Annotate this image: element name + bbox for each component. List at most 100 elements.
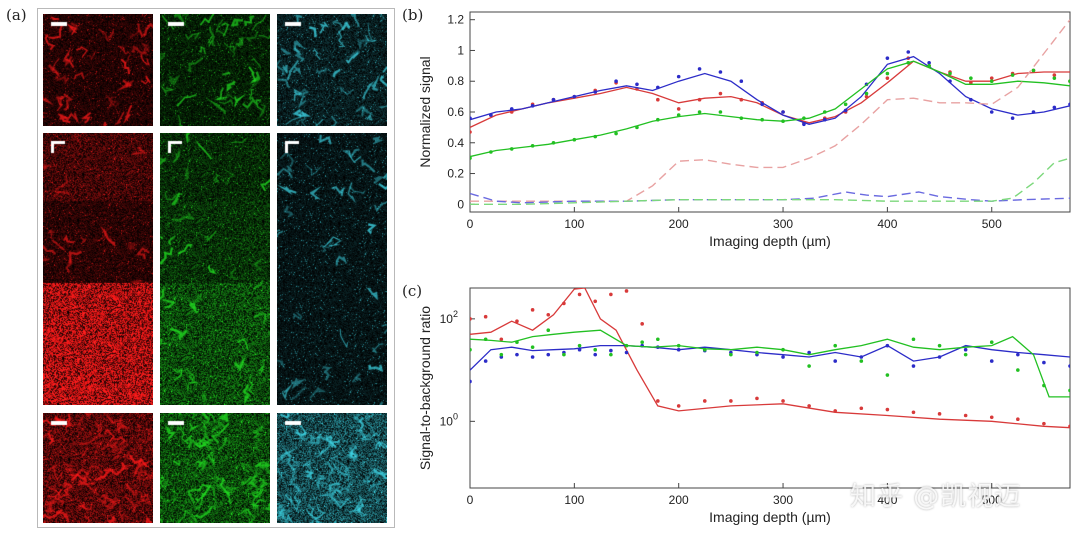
data-point — [1016, 352, 1020, 357]
image-green-depth — [160, 133, 270, 405]
x-tick-label: 0 — [467, 493, 474, 507]
data-point — [843, 102, 848, 107]
data-point — [697, 97, 702, 102]
x-axis-label: Imaging depth (µm) — [709, 509, 831, 525]
data-point — [781, 399, 785, 403]
data-point — [1031, 68, 1036, 73]
y-tick-label: 102 — [440, 309, 458, 326]
x-tick-label: 200 — [669, 217, 689, 231]
data-point — [676, 347, 681, 352]
data-point — [470, 156, 472, 160]
data-point — [515, 340, 519, 345]
data-point — [1031, 110, 1036, 114]
data-point — [859, 355, 864, 359]
data-point — [822, 117, 827, 122]
data-point — [885, 373, 890, 377]
data-point — [963, 413, 968, 418]
x-axis-label: Imaging depth (µm) — [709, 233, 831, 249]
data-point — [470, 317, 472, 321]
data-point — [911, 364, 916, 368]
data-point — [551, 97, 556, 102]
data-point — [509, 147, 514, 151]
data-point — [729, 352, 733, 357]
data-point — [676, 107, 681, 111]
data-point — [577, 343, 582, 348]
data-point — [1016, 368, 1020, 372]
data-point — [702, 347, 707, 352]
data-point — [676, 343, 681, 348]
y-tick-label: 0.2 — [447, 167, 464, 181]
panel-label-a: (a) — [6, 6, 27, 24]
data-point — [739, 79, 744, 84]
data-point — [572, 94, 577, 99]
x-tick-label: 100 — [564, 493, 584, 507]
data-point — [739, 116, 744, 120]
data-point — [885, 407, 890, 412]
data-point — [1016, 417, 1020, 422]
data-point — [656, 97, 660, 102]
data-point — [989, 359, 994, 363]
data-point — [833, 359, 838, 363]
series-line — [470, 288, 1070, 429]
data-point — [572, 137, 577, 142]
data-point — [864, 94, 869, 99]
y-tick-label: 1 — [457, 43, 464, 57]
panel-label-c: (c) — [402, 282, 423, 300]
data-point — [781, 119, 785, 124]
data-point — [702, 399, 707, 403]
series-line — [470, 19, 1070, 202]
x-tick-label: 100 — [564, 217, 584, 231]
data-point — [470, 379, 472, 384]
data-point — [577, 292, 582, 297]
series-line — [470, 60, 1070, 158]
data-point — [499, 337, 504, 342]
plot-frame-1 — [469, 287, 1071, 489]
x-tick-label: 300 — [773, 217, 793, 231]
data-point — [593, 299, 598, 304]
plot-frame-0 — [469, 11, 1071, 213]
data-point — [593, 347, 598, 352]
microscopy-image-panel — [37, 8, 395, 528]
data-point — [609, 352, 613, 357]
data-point — [885, 56, 890, 60]
data-point — [470, 130, 472, 134]
x-tick-label: 500 — [982, 217, 1002, 231]
image-cyan-depth — [277, 133, 387, 405]
data-point — [963, 352, 968, 357]
data-point — [781, 110, 785, 114]
data-point — [509, 107, 514, 111]
data-point — [755, 350, 759, 355]
data-point — [843, 108, 848, 113]
data-point — [509, 110, 514, 114]
data-point — [546, 352, 551, 357]
image-red-bottom — [43, 413, 153, 523]
data-point — [859, 406, 864, 411]
data-point — [963, 347, 968, 352]
data-point — [989, 79, 994, 84]
data-point — [781, 355, 785, 359]
data-point — [577, 347, 582, 352]
data-point — [470, 116, 472, 120]
data-point — [739, 97, 744, 102]
data-point — [937, 343, 942, 348]
data-point — [807, 350, 811, 355]
y-tick-label: 0.8 — [447, 74, 464, 88]
data-point — [885, 71, 890, 76]
data-point — [640, 340, 644, 345]
x-tick-label: 500 — [982, 493, 1002, 507]
data-point — [676, 113, 681, 117]
data-point — [515, 352, 519, 357]
series-line — [470, 191, 1070, 204]
data-point — [640, 322, 644, 326]
data-point — [1068, 79, 1070, 84]
data-point — [676, 404, 681, 408]
data-point — [1052, 73, 1057, 77]
data-point — [729, 399, 733, 403]
data-point — [470, 347, 472, 352]
x-tick-label: 400 — [877, 493, 897, 507]
data-point — [624, 289, 629, 293]
data-point — [1042, 421, 1046, 426]
image-green-bottom — [160, 413, 270, 523]
data-point — [885, 76, 890, 80]
y-tick-label: 0.4 — [447, 136, 464, 150]
